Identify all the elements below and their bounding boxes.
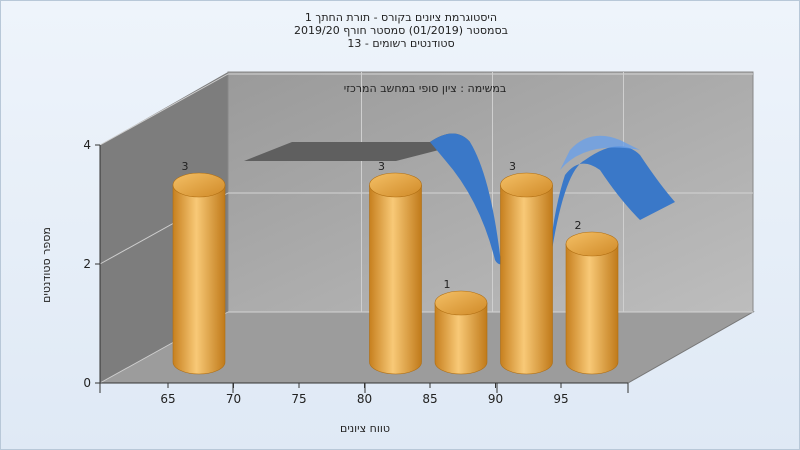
bar: 3 [172,160,226,375]
x-tick-label: 65 [160,392,175,406]
curve-back-ribbon [244,133,470,161]
bar-value-label: 1 [444,278,451,291]
gridline [99,73,229,146]
bar-top [369,172,422,198]
y-ticks: 0 2 4 [83,138,100,390]
chart-title: היסטוגרמת ציונים בקורס - תורת החתך 1 בסמ… [1,11,800,50]
bar-top [565,231,619,257]
bars: 3 3 1 3 2 [172,160,619,375]
bar-top [172,172,226,198]
y-tick-label: 4 [83,138,91,152]
title-line-1: היסטוגרמת ציונים בקורס - תורת החתך 1 [304,11,498,24]
x-tick-label: 75 [291,392,306,406]
bar-body [565,243,619,375]
bar-value-label: 3 [378,160,385,173]
chart-annotation: במשימה : ציון סופי במחשב המרכזי [344,82,507,95]
bar-top [434,290,488,316]
bar: 3 [500,160,553,375]
x-tick-label: 85 [422,392,437,406]
title-line-2: בסמסטר (01/2019) סמסטר חורף 2019/20 [294,24,508,37]
x-tick-label: 80 [357,392,372,406]
bar: 2 [565,219,619,375]
bar-body [500,184,553,375]
bar-value-label: 2 [575,219,582,232]
x-tick-label: 95 [553,392,568,406]
x-ticks: 65 70 75 80 85 90 95 [99,383,629,406]
x-axis-label: טווח ציונים [340,422,390,435]
x-tick-label: 70 [226,392,241,406]
y-axis-label: מספר סטודנטים [40,227,53,303]
bar: 3 [369,160,422,375]
curve-ribbon-highlight [560,135,640,170]
bar-body [172,184,226,375]
x-tick-label: 90 [488,392,503,406]
bar-body [434,302,488,375]
curve-ribbon [430,133,675,266]
title-line-3: סטודנטים רשומים - 13 [347,37,455,50]
bar-body [369,184,422,375]
bar-value-label: 3 [182,160,189,173]
bar-top [500,172,553,198]
back-wall [227,71,754,313]
bar-value-label: 3 [509,160,516,173]
y-tick-label: 0 [83,376,91,390]
y-tick-label: 2 [83,257,91,271]
bar: 1 [434,278,488,375]
